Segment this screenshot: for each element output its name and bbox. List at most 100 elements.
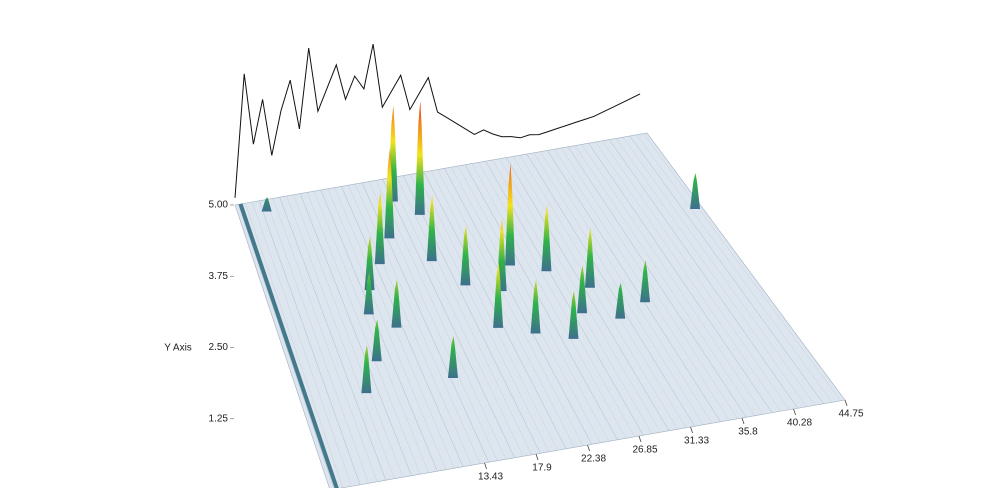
- floor-streak: [519, 155, 687, 428]
- floor-streak: [258, 200, 361, 485]
- floor-streak: [238, 204, 335, 488]
- peak: [374, 192, 385, 265]
- floor-streak: [293, 194, 404, 478]
- peak: [414, 100, 425, 215]
- y-tick-label: 3.75: [209, 271, 229, 282]
- peak: [460, 225, 471, 286]
- x-tick-label: 26.85: [632, 445, 657, 456]
- peak: [364, 236, 375, 291]
- floor-streak: [492, 159, 653, 434]
- floor-streak: [471, 163, 627, 439]
- y-tick-label: 1.25: [209, 413, 229, 424]
- floor-streak: [506, 157, 670, 431]
- peak: [690, 173, 701, 210]
- peak: [426, 195, 437, 262]
- floor-streak: [334, 187, 455, 469]
- y-tick-label: 5.00: [209, 200, 229, 211]
- floor-streak: [437, 169, 584, 446]
- peak: [261, 197, 272, 212]
- floor-streak: [643, 133, 841, 401]
- x-tick-label: 40.28: [787, 418, 812, 429]
- x-tick-label: 22.38: [581, 454, 606, 465]
- x-tick-label: 44.75: [838, 409, 863, 420]
- peak: [391, 279, 402, 328]
- x-tick: [587, 444, 590, 452]
- floor-streak: [478, 162, 635, 437]
- floor-streak: [512, 156, 678, 430]
- floor-streak: [403, 175, 541, 454]
- floor-streak: [595, 141, 781, 412]
- floor-streak: [540, 151, 713, 424]
- y-tick-label: 2.50: [209, 342, 229, 353]
- floor-streak: [444, 168, 593, 445]
- peak: [493, 261, 504, 328]
- floor-streak: [272, 198, 378, 482]
- floor-streak: [286, 195, 395, 479]
- floor-streak: [560, 147, 738, 419]
- trace-line: [234, 43, 641, 198]
- floor-streak: [567, 146, 747, 418]
- floor-streak: [382, 179, 515, 458]
- peak: [530, 279, 541, 334]
- x-tick: [844, 399, 848, 407]
- floor-streak: [430, 170, 575, 448]
- floor-streak: [396, 176, 532, 455]
- x-tick-label: 17.9: [532, 463, 552, 474]
- x-tick: [484, 462, 487, 470]
- floor-streak: [320, 189, 438, 472]
- floor-streak: [602, 140, 790, 410]
- floor-streak: [622, 137, 816, 406]
- floor-streak: [636, 134, 833, 403]
- floor-streak: [361, 182, 490, 463]
- x-tick: [535, 453, 539, 461]
- floor-streak: [554, 149, 730, 421]
- floor-streak: [354, 183, 481, 464]
- x-tick: [793, 408, 796, 416]
- floor-streak: [533, 152, 704, 425]
- floor-streak: [238, 203, 339, 488]
- floor-streak: [581, 144, 764, 415]
- peak: [384, 148, 395, 239]
- peak: [584, 227, 595, 288]
- floor-streak: [629, 135, 824, 404]
- peak: [371, 319, 382, 362]
- floor-streak: [306, 192, 421, 475]
- peak: [505, 163, 516, 266]
- floor-streak: [464, 164, 618, 440]
- x-tick-label: 13.43: [478, 472, 503, 483]
- peak: [361, 345, 372, 394]
- floor-streak: [327, 188, 447, 470]
- floor-streak: [615, 138, 807, 407]
- floor-streak: [574, 145, 756, 416]
- peak: [640, 260, 651, 303]
- floor-streak: [313, 191, 429, 473]
- y-axis-title: Y Axis: [164, 343, 192, 354]
- floor-streak: [375, 180, 507, 460]
- peak: [541, 205, 552, 272]
- floor-streak: [526, 153, 696, 427]
- x-tick: [638, 435, 642, 443]
- floor-streak: [348, 185, 472, 466]
- floor-streak: [341, 186, 464, 467]
- floor-streak: [300, 193, 412, 476]
- peak: [363, 272, 374, 315]
- floor-streak: [251, 201, 352, 487]
- floor-streak: [588, 143, 773, 413]
- x-tick-label: 35.8: [738, 427, 758, 438]
- x-tick: [690, 426, 693, 434]
- floor-streak: [547, 150, 721, 422]
- floor-streak: [416, 173, 558, 451]
- peak: [615, 282, 626, 319]
- peak: [568, 290, 579, 339]
- floor-streak: [245, 203, 344, 488]
- floor-streak: [389, 177, 524, 457]
- peak: [577, 265, 588, 314]
- floor-streak: [609, 139, 798, 409]
- floor-streak: [265, 199, 369, 484]
- peak: [447, 336, 458, 379]
- floor-streak: [279, 197, 387, 481]
- x-tick: [741, 417, 745, 425]
- floor-streak: [451, 167, 601, 443]
